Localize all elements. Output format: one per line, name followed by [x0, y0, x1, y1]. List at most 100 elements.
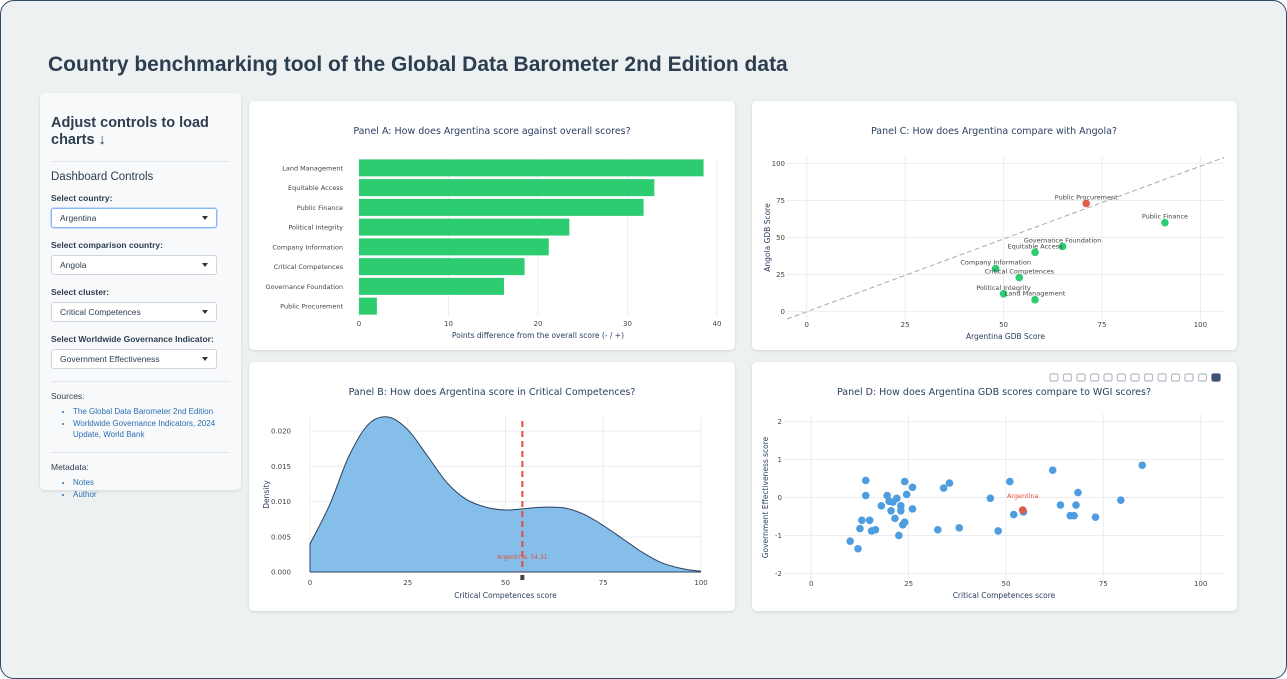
y-tick-label: 100 [772, 160, 785, 168]
scatter-point [1031, 248, 1039, 257]
y-tick-label: Critical Competences [274, 263, 344, 271]
home-icon[interactable] [1157, 373, 1167, 382]
x-tick-label: 50 [501, 579, 510, 587]
hover-closest-icon[interactable] [1184, 373, 1194, 382]
y-tick-label: Public Finance [297, 204, 343, 212]
scatter-point [871, 525, 880, 534]
zoom-icon[interactable] [1062, 373, 1073, 382]
x-tick-label: 50 [1001, 580, 1010, 588]
author-link[interactable]: Author [73, 490, 97, 499]
x-tick-label: 50 [999, 321, 1008, 329]
scatter-point [902, 490, 911, 499]
pan-icon[interactable] [1076, 373, 1086, 382]
bar [359, 218, 570, 236]
scatter-point [893, 494, 901, 503]
metadata-item: Notes [73, 477, 230, 488]
y-tick-label: 25 [776, 271, 785, 279]
cluster-dropdown[interactable]: Critical Competences [51, 302, 217, 322]
x-tick-label: 75 [1097, 321, 1106, 329]
panel-b-chart[interactable]: Panel B: How does Argentina score in Cri… [249, 362, 735, 611]
page-title: Country benchmarking tool of the Global … [48, 53, 788, 76]
scatter-point [934, 525, 942, 534]
country-dropdown[interactable]: Argentina [51, 208, 217, 228]
source-link-wgi[interactable]: Worldwide Governance Indicators, 2024 Up… [73, 419, 216, 439]
y-tick-label: Company Information [272, 243, 343, 251]
sources-list: The Global Data Barometer 2nd Edition Wo… [51, 406, 230, 440]
source-link-gdb[interactable]: The Global Data Barometer 2nd Edition [73, 407, 214, 416]
box-select-icon[interactable] [1089, 373, 1100, 382]
panel-a-chart[interactable]: Panel A: How does Argentina score agains… [249, 101, 735, 350]
scatter-point [877, 502, 886, 510]
chevron-down-icon [202, 357, 208, 361]
y-axis-label: Density [262, 480, 271, 509]
y-tick-label: Governance Foundation [265, 283, 343, 291]
camera-icon[interactable] [1049, 373, 1059, 382]
panel-d-chart[interactable]: Panel D: How does Argentina GDB scores c… [752, 362, 1237, 611]
hover-compare-icon[interactable] [1197, 373, 1208, 382]
scatter-point [1138, 461, 1147, 470]
spike-icon[interactable] [1170, 373, 1181, 382]
x-tick-label: 20 [534, 320, 543, 328]
scatter-point [861, 476, 870, 485]
scatter-point [1072, 501, 1080, 509]
x-tick-label: 100 [1194, 321, 1207, 329]
x-axis-label: Critical Competences score [953, 591, 1056, 600]
lasso-icon[interactable] [1103, 373, 1113, 382]
comparison-country-dropdown[interactable]: Angola [51, 255, 217, 275]
scatter-point [1091, 513, 1100, 522]
x-tick-label: 0 [357, 320, 361, 328]
x-axis-label: Critical Competences score [454, 591, 557, 600]
scatter-point [939, 484, 948, 492]
y-tick-label: 0.000 [271, 569, 291, 577]
scatter-point [861, 491, 870, 500]
density-area [310, 416, 701, 572]
bar [359, 179, 655, 197]
scatter-point [846, 537, 854, 545]
comparison-country-label: Select comparison country: [51, 240, 163, 250]
scatter-point [1070, 511, 1078, 520]
x-tick-label: 30 [623, 320, 632, 328]
panel-c-chart[interactable]: Panel C: How does Argentina compare with… [752, 101, 1237, 350]
x-tick-label: 75 [599, 579, 608, 587]
bar [359, 297, 377, 315]
scatter-point [994, 527, 1002, 535]
panel-c: Panel C: How does Argentina compare with… [752, 101, 1237, 350]
scatter-point [1074, 488, 1082, 497]
wgi-dropdown[interactable]: Government Effectiveness [51, 349, 217, 369]
y-tick-label: 0.010 [271, 498, 291, 506]
scatter-point [945, 479, 954, 487]
sources-label: Sources: [51, 391, 85, 401]
scatter-point [991, 264, 1000, 273]
chevron-down-icon [202, 216, 208, 220]
scatter-point [1031, 295, 1039, 304]
point-label: Land Management [1005, 290, 1066, 298]
metadata-item: Author [73, 489, 230, 500]
chevron-down-icon [202, 310, 208, 314]
scatter-point [895, 531, 903, 540]
panel-b: Panel B: How does Argentina score in Cri… [249, 362, 735, 611]
autoscale-icon[interactable] [1143, 373, 1154, 382]
y-tick-label: 75 [776, 197, 785, 205]
scatter-point [1009, 510, 1018, 519]
notes-link[interactable]: Notes [73, 478, 94, 487]
argentina-marker-label: Argentina: 54.31 [497, 554, 548, 561]
y-tick-label: 50 [776, 234, 785, 242]
scatter-point [854, 544, 862, 553]
y-tick-label: Public Procurement [280, 303, 343, 311]
zoom-in-icon[interactable] [1116, 373, 1127, 382]
x-tick-label: 25 [904, 580, 913, 588]
y-axis-label: Angola GDB Score [763, 203, 772, 272]
point-label: Public Finance [1142, 213, 1188, 221]
scatter-point [1117, 496, 1125, 504]
plotly-logo-icon[interactable] [1211, 373, 1221, 382]
metadata-list: Notes Author [51, 477, 230, 500]
chart-title: Panel B: How does Argentina score in Cri… [349, 387, 636, 398]
metadata-label: Metadata: [51, 462, 89, 472]
y-tick-label: 0 [778, 494, 782, 502]
bar [359, 238, 549, 256]
scatter-point [1056, 501, 1065, 509]
y-tick-label: 0.015 [271, 463, 291, 471]
zoom-out-icon[interactable] [1130, 373, 1140, 382]
x-tick-label: 0 [809, 580, 813, 588]
